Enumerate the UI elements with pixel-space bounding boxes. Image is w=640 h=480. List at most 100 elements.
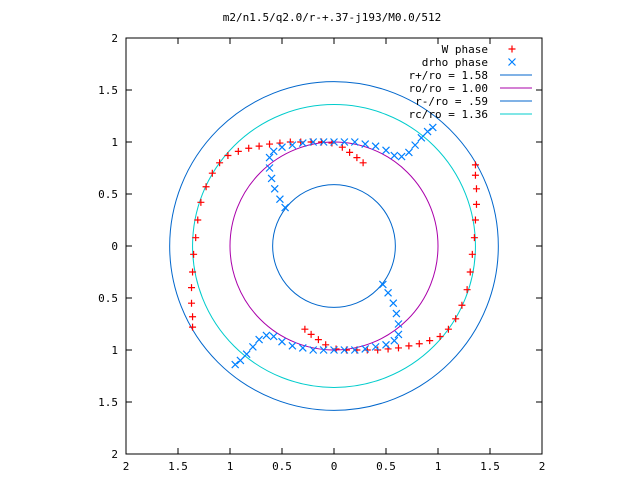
- w-phase-point-51: [472, 185, 480, 193]
- drho-phase-point-13: [340, 138, 349, 146]
- legend-swatch-0: [508, 45, 516, 53]
- drho-phase-point-30: [394, 330, 403, 339]
- w-phase-point-53: [471, 161, 479, 169]
- w-phase-point-40: [426, 337, 434, 345]
- legend-label-1: drho phase: [422, 56, 488, 69]
- w-phase-point-44: [458, 301, 466, 309]
- drho-phase-point-37: [330, 346, 338, 354]
- w-phase-point-38: [405, 342, 413, 350]
- drho-phase-point-10: [309, 138, 318, 146]
- y-tick-label-5: 0.5: [98, 188, 118, 201]
- y-tick-label-7: 1.5: [98, 84, 118, 97]
- drho-phase-point-32: [382, 340, 390, 349]
- w-phase-point-1: [353, 154, 361, 162]
- legend-swatch-1: [508, 58, 516, 66]
- drho-phase-point-12: [330, 138, 338, 146]
- x-tick-label-6: 1: [435, 460, 442, 473]
- w-phase-point-20: [192, 234, 200, 242]
- drho-phase-point-36: [340, 346, 349, 354]
- drho-phase-point-38: [319, 346, 328, 354]
- w-phase-point-11: [255, 142, 263, 150]
- drho-phase-point-48: [236, 356, 245, 365]
- w-phase-point-49: [471, 216, 479, 224]
- w-phase-point-17: [202, 183, 210, 191]
- w-phase-point-27: [301, 325, 309, 333]
- drho-phase-point-27: [389, 299, 398, 308]
- drho-phase-point-35: [350, 346, 359, 354]
- legend-label-5: rc/ro = 1.36: [409, 108, 488, 121]
- drho-phase-point-0: [281, 203, 290, 212]
- w-phase-point-18: [197, 198, 205, 206]
- w-phase-point-24: [188, 299, 196, 307]
- drho-phase-point-6: [269, 147, 278, 156]
- w-phase-point-48: [470, 234, 478, 242]
- w-phase-point-37: [394, 344, 402, 352]
- circle-series-2: [169, 81, 499, 411]
- legend-label-0: W phase: [442, 43, 488, 56]
- drho-phase-point-46: [248, 342, 257, 351]
- w-phase-point-22: [189, 268, 197, 276]
- drho-phase-point-2: [270, 184, 279, 193]
- y-tick-label-1: 1.5: [98, 396, 118, 409]
- data-markers: [188, 123, 480, 369]
- w-phase-point-12: [245, 144, 253, 152]
- w-phase-point-0: [359, 159, 367, 167]
- w-phase-point-2: [346, 148, 354, 156]
- w-phase-point-19: [194, 216, 202, 224]
- w-phase-point-21: [190, 250, 198, 258]
- drho-phase-point-5: [265, 153, 274, 162]
- w-phase-point-14: [224, 152, 232, 160]
- w-phase-point-28: [307, 330, 315, 338]
- w-phase-point-43: [452, 315, 460, 323]
- x-tick-label-2: 1: [227, 460, 234, 473]
- drho-phase-point-24: [428, 123, 437, 132]
- w-phase-point-15: [216, 159, 224, 167]
- w-phase-point-10: [266, 140, 274, 148]
- drho-phase-point-45: [255, 335, 264, 344]
- drho-phase-point-19: [397, 152, 406, 161]
- drho-phase-point-33: [371, 342, 380, 351]
- drho-phase-point-1: [275, 195, 284, 204]
- y-tick-label-4: 0: [111, 240, 118, 253]
- w-phase-point-45: [463, 286, 471, 294]
- w-phase-point-25: [189, 313, 197, 321]
- drho-phase-point-20: [404, 148, 413, 157]
- chart-title: m2/n1.5/q2.0/r-+.37-j193/M0.0/512: [223, 11, 442, 24]
- drho-phase-point-28: [392, 309, 401, 318]
- drho-phase-point-31: [390, 336, 399, 345]
- drho-phase-point-4: [265, 164, 274, 172]
- drho-phase-point-15: [361, 140, 370, 149]
- circle-series-5: [192, 104, 476, 388]
- drho-phase-point-14: [350, 138, 359, 146]
- x-tick-label-5: 0.5: [376, 460, 396, 473]
- drho-phase-point-26: [384, 288, 393, 297]
- drho-phase-point-18: [390, 151, 399, 160]
- drho-phase-point-9: [298, 139, 307, 147]
- drho-phase-point-8: [288, 141, 297, 150]
- y-tick-label-0: 2: [111, 448, 118, 461]
- legend-label-4: r-/ro = .59: [415, 95, 488, 108]
- w-phase-point-8: [286, 138, 294, 146]
- y-tick-label-8: 2: [111, 32, 118, 45]
- w-phase-point-52: [471, 171, 479, 179]
- circle-series-3: [229, 141, 439, 351]
- w-phase-point-42: [444, 325, 452, 333]
- reference-circles: [169, 81, 499, 411]
- x-tick-label-0: 2: [123, 460, 130, 473]
- w-phase-point-46: [466, 268, 474, 276]
- x-tick-label-1: 1.5: [168, 460, 188, 473]
- drho-phase-point-49: [231, 360, 240, 369]
- w-phase-point-50: [472, 200, 480, 208]
- drho-phase-point-16: [371, 142, 380, 151]
- w-phase-point-47: [468, 250, 476, 258]
- w-phase-point-29: [314, 336, 322, 344]
- w-phase-point-13: [234, 147, 242, 155]
- axis-ticks: 2 1.5 1 0.5 0 0.5 1 1.5 221.510.500.511.52: [98, 32, 545, 473]
- w-phase-point-16: [208, 169, 216, 177]
- legend-label-3: ro/ro = 1.00: [409, 82, 488, 95]
- y-tick-label-2: 1: [111, 344, 118, 357]
- drho-phase-point-41: [288, 341, 297, 350]
- drho-phase-point-23: [423, 127, 432, 136]
